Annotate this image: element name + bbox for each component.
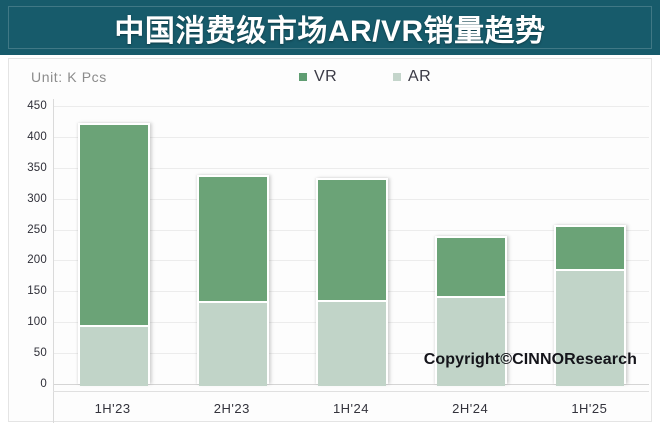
- bar-column[interactable]: [196, 106, 269, 386]
- chart-header: Unit: K Pcs VR AR: [9, 59, 653, 99]
- y-axis-tick: 350: [27, 161, 47, 174]
- bar-stack[interactable]: [434, 235, 507, 386]
- title-banner: 中国消费级市场AR/VR销量趋势: [0, 0, 660, 55]
- bar-segment-ar[interactable]: [79, 327, 148, 386]
- y-axis: 450 400 350 300 250 200 150 100 50 0: [9, 99, 53, 423]
- y-axis-tick: 0: [40, 378, 47, 390]
- bar-segment-vr[interactable]: [555, 226, 624, 272]
- bar-column[interactable]: [77, 106, 150, 386]
- x-axis: 1H'23 2H'23 1H'24 2H'24 1H'25: [53, 391, 649, 424]
- gridline: [54, 136, 649, 138]
- bar-stack[interactable]: [77, 123, 150, 386]
- x-axis-tick: 1H'23: [94, 400, 131, 416]
- y-axis-tick: 400: [27, 130, 47, 143]
- bar-segment-ar[interactable]: [436, 297, 505, 386]
- bar-segment-vr[interactable]: [79, 125, 148, 328]
- legend-item-vr[interactable]: VR: [299, 68, 337, 86]
- chart-card: Unit: K Pcs VR AR 450 400 350 300 250 200 150 1…: [8, 58, 653, 423]
- x-axis-tick: 2H'23: [213, 400, 250, 416]
- bar-series: [54, 106, 649, 386]
- x-axis-tick: 1H'25: [571, 400, 608, 416]
- gridline: [54, 106, 649, 107]
- bar-segment-ar[interactable]: [317, 301, 386, 386]
- legend-label-ar: AR: [408, 68, 432, 85]
- plot-inner: [54, 106, 649, 386]
- bar-segment-ar[interactable]: [555, 271, 624, 386]
- bar-segment-vr[interactable]: [317, 180, 386, 302]
- x-axis-tick: 2H'24: [452, 400, 489, 416]
- bar-segment-ar[interactable]: [198, 302, 267, 386]
- bar-segment-vr[interactable]: [436, 237, 505, 298]
- copyright-watermark: Copyright©CINNOResearch: [423, 351, 637, 368]
- y-axis-tick: 200: [27, 254, 47, 267]
- bar-stack[interactable]: [315, 178, 388, 386]
- y-axis-tick: 150: [27, 285, 47, 298]
- legend-swatch-vr-icon: [299, 73, 307, 81]
- plot-wrap: 450 400 350 300 250 200 150 100 50 0 1H'23 2H'23 1H…: [9, 99, 653, 423]
- page-title: 中国消费级市场AR/VR销量趋势: [114, 14, 546, 48]
- bar-column[interactable]: [315, 106, 388, 386]
- y-axis-tick: 50: [33, 347, 47, 360]
- legend-swatch-ar-icon: [393, 73, 402, 81]
- chart-legend: VR AR: [299, 68, 431, 86]
- bar-column[interactable]: [553, 106, 626, 386]
- unit-label: Unit: K Pcs: [31, 69, 107, 85]
- bar-stack[interactable]: [196, 175, 269, 386]
- legend-label-vr: VR: [314, 68, 338, 85]
- x-axis-tick: 1H'24: [332, 400, 369, 416]
- bar-segment-vr[interactable]: [198, 177, 267, 303]
- y-axis-tick: 100: [27, 316, 47, 329]
- y-axis-tick: 250: [27, 223, 47, 236]
- plot-area: [53, 99, 649, 423]
- legend-item-ar[interactable]: AR: [393, 68, 431, 86]
- bar-stack[interactable]: [553, 224, 626, 386]
- y-axis-tick: 300: [27, 192, 47, 205]
- gridline: [54, 167, 649, 169]
- y-axis-tick: 450: [27, 100, 47, 112]
- bar-column[interactable]: [434, 106, 507, 386]
